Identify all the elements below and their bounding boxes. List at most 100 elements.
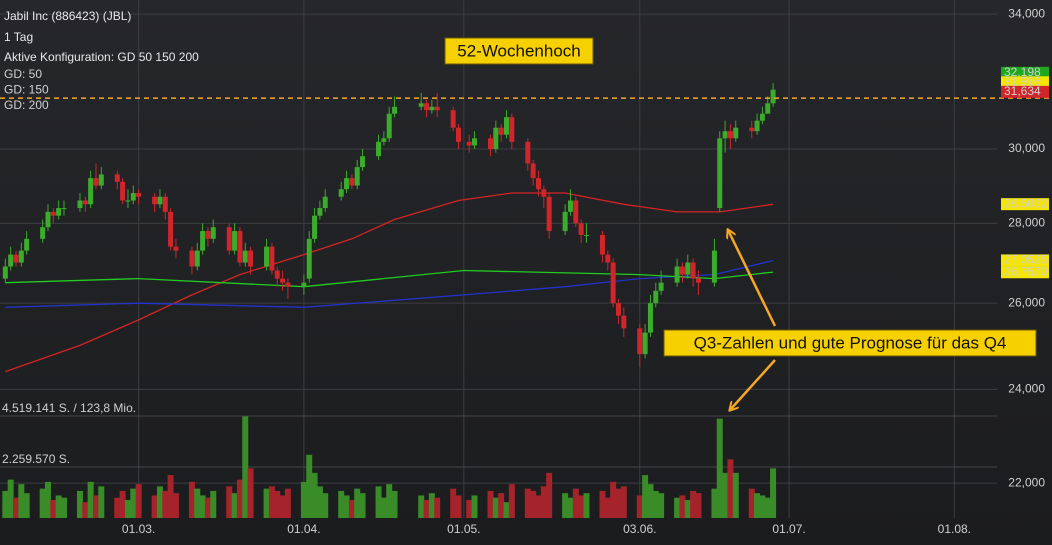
candle-body [599,234,605,255]
price-marker [1001,76,1049,89]
candle-body [173,246,179,251]
candle-body [695,278,701,283]
volume-bar [311,472,318,518]
volume-bar [636,495,643,518]
volume-bar [487,490,494,518]
volume-bar [727,459,734,518]
candle-body [621,315,627,329]
volume-bar [167,475,174,518]
volume-bar [748,488,755,518]
candle-body [50,211,56,216]
candle-body [194,250,200,267]
volume-bar [684,499,691,518]
volume-bar [172,493,179,518]
volume-bar [135,484,142,518]
volume-bar [530,490,537,518]
volume-bar [642,475,649,518]
volume-bar [679,495,686,518]
volume-bar [18,484,25,518]
volume-bar [194,488,201,518]
candle-body [498,127,504,135]
volume-bar [114,497,121,518]
volume-bar [615,488,622,518]
volume-bar [226,486,233,518]
candle-body [354,167,360,186]
volume-bar [55,495,62,518]
candle-body [162,196,168,212]
candle-body [429,106,435,111]
volume-bar [535,495,542,518]
volume-bar [732,472,739,518]
grid: 22,000 24,000 26,000 28,000 30,000 34,000 01.0… [0,0,1045,536]
y-tick-label: 24,000 [1008,382,1045,396]
candle-body [322,196,328,209]
volume-bar [754,493,761,518]
x-tick-label: 01.05. [447,522,480,536]
volume-bar [204,497,211,518]
candle-body [338,189,344,197]
volume-tick-label: 4.519.141 S. / 123,8 Mio. [2,401,136,415]
moving-average [5,259,774,308]
candle-body [157,196,163,205]
volume-bar [455,495,462,518]
candle-body [653,290,659,304]
volume-bar [87,481,94,518]
volume-bar [188,481,195,518]
volume-bar [599,490,606,518]
volume-bar [508,484,515,518]
price-marker [1001,254,1049,267]
volume-bar [583,493,590,518]
candle-body [306,238,312,279]
volume-bar [546,472,553,518]
candle-body [674,266,680,283]
volume-bar [722,472,729,518]
candle-body [189,250,195,267]
candle-body [530,163,536,179]
volume-bar [274,490,281,518]
annotation: 52-Wochenhoch [457,41,581,60]
volume-bar [647,484,654,518]
chart-title: Jabil Inc (886423) (JBL) [4,9,131,23]
volume-bar [119,490,126,518]
volume-bar [2,490,9,518]
candle-body [690,262,696,279]
candle-body [226,227,232,251]
volume-bar [23,493,30,518]
price-marker [1001,198,1049,211]
candle-body [642,332,648,355]
volume-bar [711,488,718,518]
x-tick-label: 01.07. [772,522,805,536]
candle-body [759,113,765,121]
volume-bar [359,493,366,518]
candle-body [280,278,286,283]
volume-bar [695,493,702,518]
candle-body [344,178,350,190]
candle-body [450,110,456,128]
y-tick-label: 30,000 [1008,141,1045,155]
volume-bar [391,490,398,518]
candle-body [717,138,723,209]
candle-body [274,270,280,279]
volume-bar [60,497,67,518]
volume-bar [306,454,313,518]
volume-bar [98,486,105,518]
price-marker-label: 32,198 [1004,65,1041,79]
candle-body [61,208,67,210]
volume-bar [268,486,275,518]
candle-body [578,223,584,235]
volume-bar [434,497,441,518]
x-tick-label: 03.06. [623,522,656,536]
price-marker-label: 28,5032 [1004,196,1048,210]
candle-body [205,231,211,239]
candle-body [765,103,771,114]
candle-body [285,282,291,287]
candle-body [2,266,8,279]
candle-body [210,227,216,239]
candle-body [360,156,366,168]
volume-bar [7,479,14,518]
volume-bar [82,502,89,518]
candle-body [679,266,685,275]
volume-bar [450,488,457,518]
candle-body [535,178,541,190]
